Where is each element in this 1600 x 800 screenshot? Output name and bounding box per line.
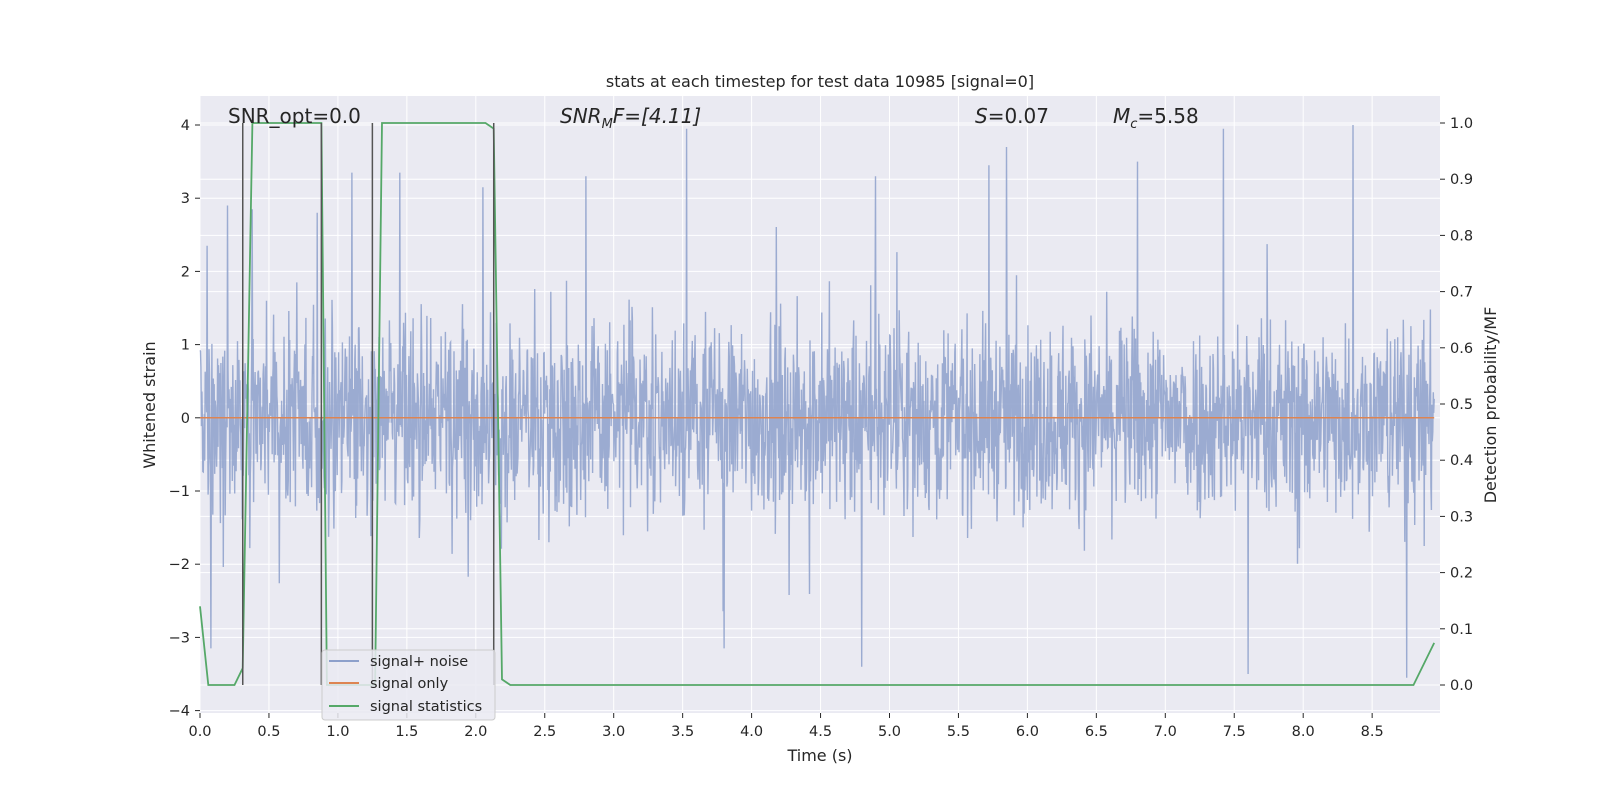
x-tick-label: 2.0 (464, 724, 487, 740)
legend-label-signal-noise: signal+ noise (370, 654, 468, 670)
y-tick-label: −4 (169, 704, 190, 720)
signal-noise-series (199, 124, 1435, 678)
x-tick-label: 6.0 (1016, 724, 1039, 740)
annotation-s: S=0.07 (975, 104, 1049, 128)
x-tick-label: 0.0 (188, 724, 211, 740)
x-tick-label: 5.0 (878, 724, 901, 740)
x-tick-label: 7.0 (1154, 724, 1177, 740)
x-tick-label: 0.5 (257, 724, 280, 740)
chart-title: stats at each timestep for test data 109… (606, 72, 1034, 91)
x-tick-label: 1.0 (326, 724, 349, 740)
y2-tick-label: 0.1 (1450, 622, 1473, 638)
y-tick-label: −2 (169, 557, 190, 573)
x-tick-label: 3.5 (671, 724, 694, 740)
annotation-mc-base: M (1113, 104, 1130, 128)
x-tick-label: 3.0 (602, 724, 625, 740)
annotation-snr-mf: SNRMF=[4.11] (560, 104, 701, 132)
y2-tick-label: 0.9 (1450, 172, 1473, 188)
y2-tick-label: 0.7 (1450, 285, 1473, 301)
y-tick-label: 3 (181, 191, 190, 207)
legend-label-signal-statistics: signal statistics (370, 699, 482, 715)
y2-tick-labels: 1.0 0.9 0.8 0.7 0.6 0.5 0.4 0.3 0.2 0.1 0.0 (1440, 116, 1473, 694)
y-tick-label: 0 (181, 411, 190, 427)
x-tick-label: 8.5 (1361, 724, 1384, 740)
annotation-s-rest: =0.07 (988, 104, 1049, 128)
y2-axis-label: Detection probability/MF (1481, 307, 1500, 504)
annotation-mc: Mc=5.58 (1113, 104, 1199, 132)
legend-label-signal-only: signal only (370, 676, 449, 692)
y2-tick-label: 0.3 (1450, 509, 1473, 525)
y2-tick-label: 0.6 (1450, 341, 1473, 357)
x-tick-label: 8.0 (1292, 724, 1315, 740)
x-tick-label: 6.5 (1085, 724, 1108, 740)
annotation-snr-mf-base: SNR (560, 104, 602, 128)
annotation-mc-sub: c (1130, 117, 1137, 132)
marker-lines (241, 123, 495, 685)
x-tick-label: 1.5 (395, 724, 418, 740)
y-tick-label: −1 (169, 484, 190, 500)
x-tick-labels: 0.0 0.5 1.0 1.5 2.0 2.5 3.0 3.5 4.0 4.5 5.0 5.5 6.0 6… (188, 713, 1384, 740)
y2-tick-label: 1.0 (1450, 116, 1473, 132)
x-tick-label: 2.5 (533, 724, 556, 740)
x-tick-label: 5.5 (947, 724, 970, 740)
signal-noise-line (199, 124, 1435, 678)
y2-tick-label: 0.8 (1450, 228, 1473, 244)
y-tick-label: 4 (181, 118, 190, 134)
y2-tick-label: 0.5 (1450, 397, 1473, 413)
legend-box (321, 649, 496, 721)
annotation-snr-mf-rest: F=[4.11] (613, 104, 701, 128)
y-tick-labels: 4 3 2 1 0 −1 −2 −3 −4 (169, 118, 200, 720)
x-axis-label: Time (s) (786, 746, 852, 765)
y2-tick-label: 0.0 (1450, 678, 1473, 694)
x-tick-label: 4.5 (809, 724, 832, 740)
y2-tick-label: 0.2 (1450, 566, 1473, 582)
legend: signal+ noise signal only signal statist… (321, 649, 496, 721)
annotation-s-base: S (975, 104, 988, 128)
annotation-snr-mf-sub: M (602, 117, 613, 132)
annotation-snr-opt: SNR_opt=0.0 (228, 104, 361, 128)
x-tick-label: 4.0 (740, 724, 763, 740)
annotation-mc-rest: =5.58 (1137, 104, 1198, 128)
y-tick-label: 2 (181, 264, 190, 280)
y2-tick-label: 0.4 (1450, 453, 1473, 469)
x-tick-label: 7.5 (1223, 724, 1246, 740)
y-tick-label: −3 (169, 630, 190, 646)
y-tick-label: 1 (181, 338, 190, 354)
y-axis-label: Whitened strain (140, 341, 159, 468)
